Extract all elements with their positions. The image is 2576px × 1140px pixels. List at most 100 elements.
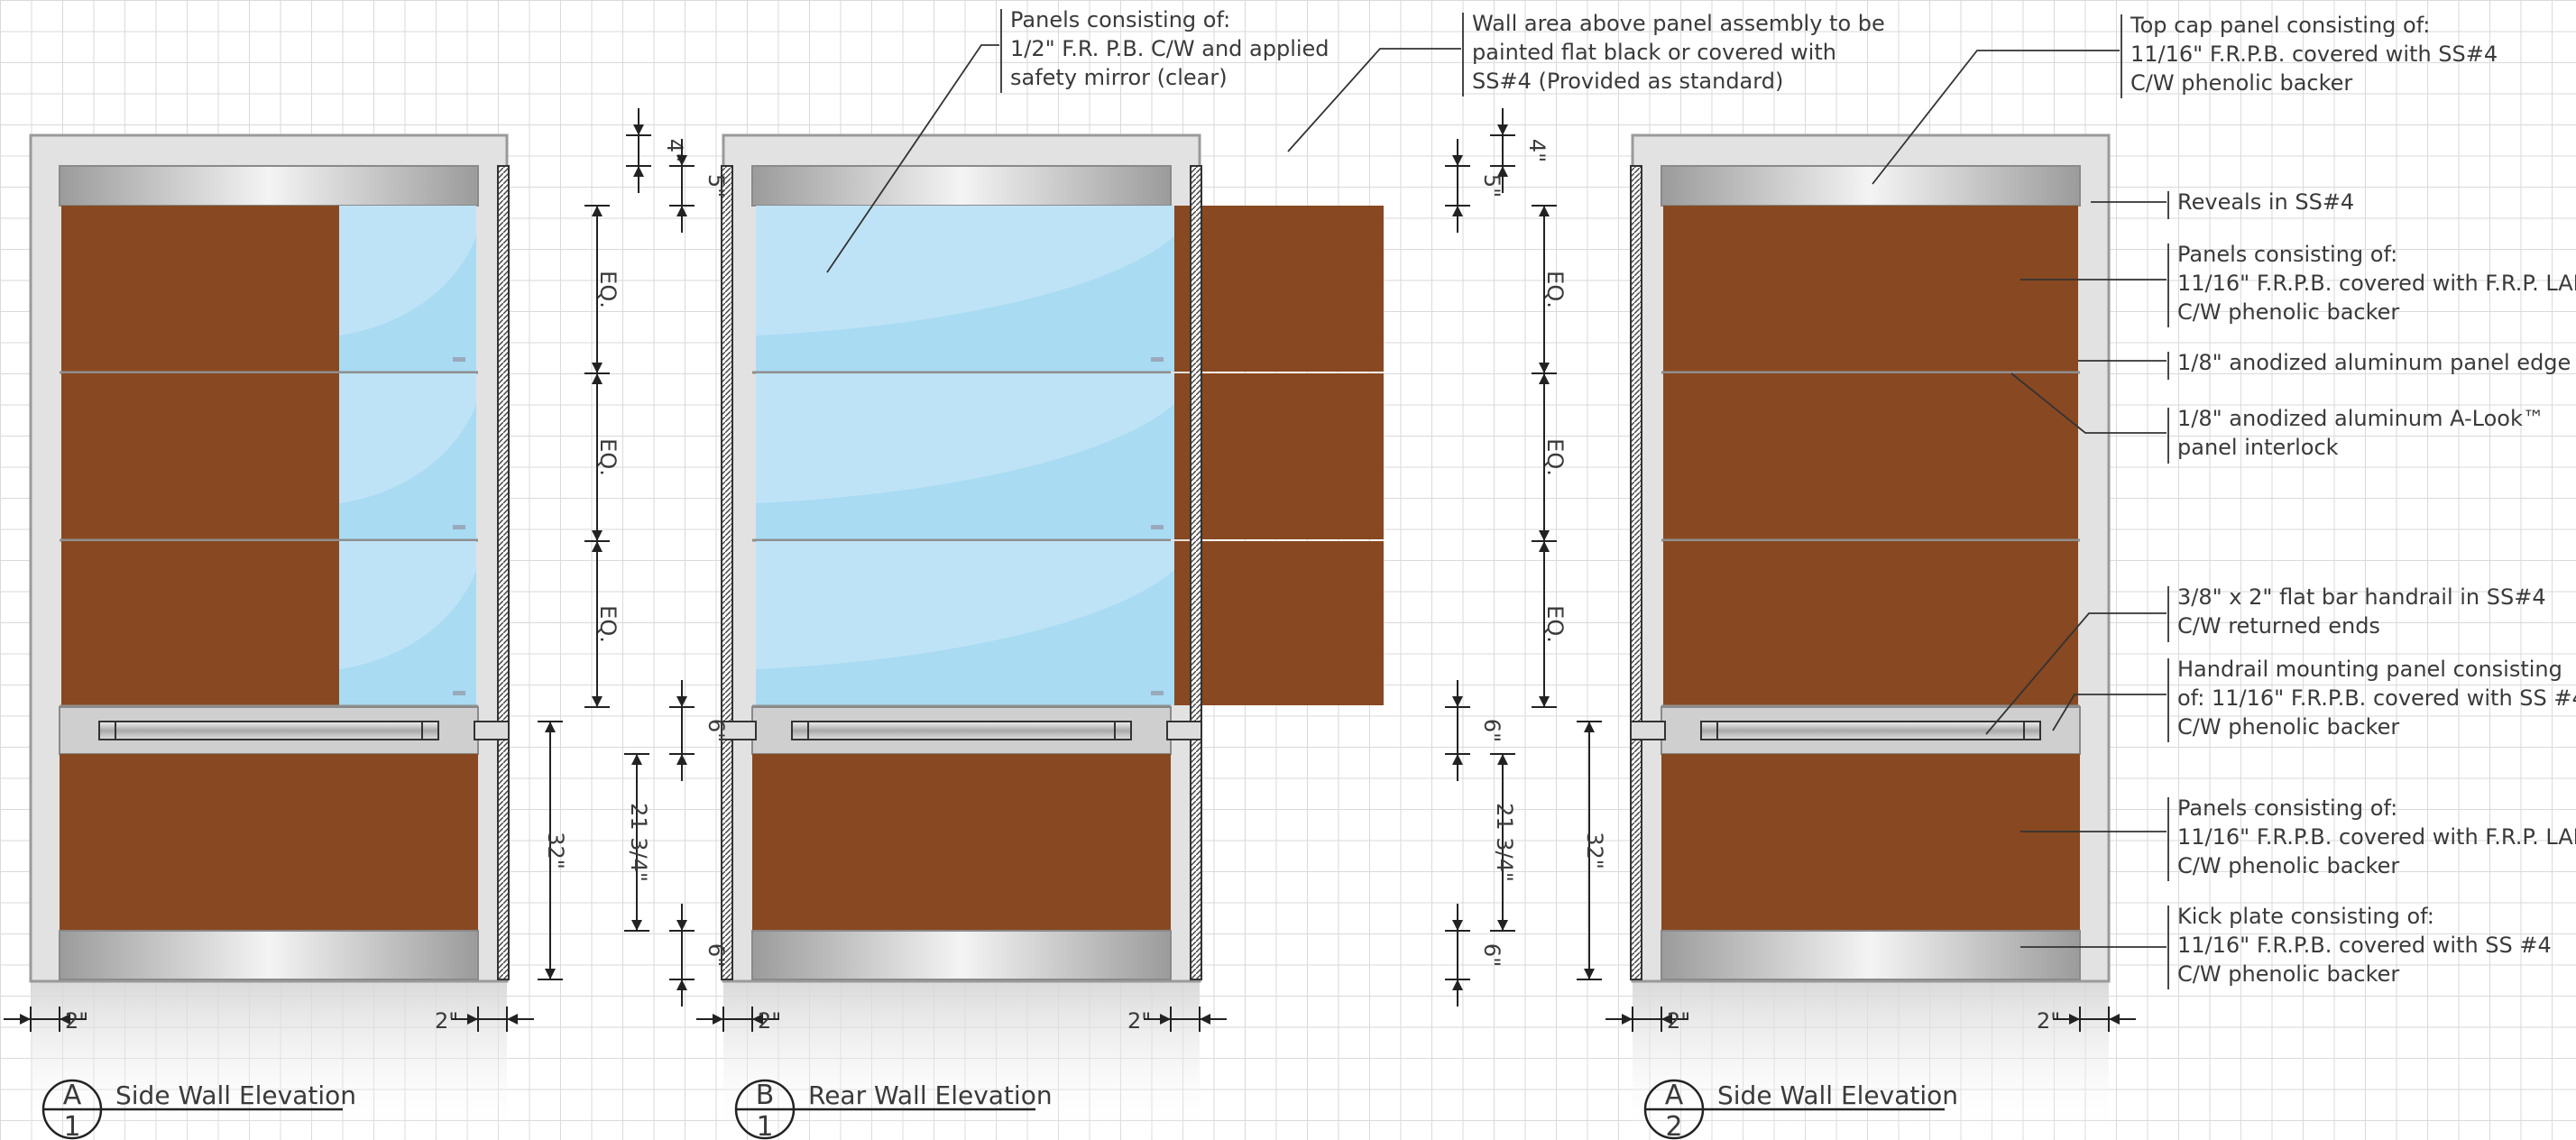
dim-rail-32: 32"	[538, 721, 568, 980]
eq-dimension: EQ.	[1532, 540, 1568, 708]
dim-lower-21: 21 3/4"	[624, 753, 651, 932]
callout-text: of: 11/16" F.R.P.B. covered with SS #4	[2177, 685, 2576, 711]
callout-reveals: Reveals in SS#4	[2091, 189, 2354, 219]
kick-plate	[1661, 930, 2081, 980]
elevation-title: Rear Wall Elevation	[808, 1080, 1053, 1110]
elevation-tag-letter: A	[1665, 1080, 1684, 1111]
dimension-arrow	[592, 541, 603, 552]
dimension-arrow	[676, 696, 687, 707]
dimension-arrow	[1539, 373, 1550, 384]
dimension-arrow	[1497, 920, 1508, 931]
floor-shadow	[31, 979, 507, 1140]
mirror-mark	[453, 691, 465, 695]
callout-kick-plate: Kick plate consisting of: 11/16" F.R.P.B.…	[2020, 904, 2552, 989]
dimension-arrow	[1452, 920, 1463, 931]
wood-panel	[1663, 373, 2078, 539]
dimension-arrow	[1584, 722, 1595, 732]
dim-left-2: 2"	[1605, 1007, 1690, 1034]
dimension-label: 2"	[2037, 1008, 2060, 1034]
wall-section-hatch	[1190, 165, 1202, 980]
dimension-label: 32"	[543, 832, 568, 869]
callout-text: Panels consisting of:	[2177, 795, 2397, 821]
dimension-label: 6"	[704, 719, 729, 742]
dimension-arrow	[676, 754, 687, 765]
dimension-arrow	[676, 920, 687, 931]
lower-wood-panel	[60, 754, 478, 931]
elevation-tag-number: 2	[1665, 1111, 1682, 1140]
callout-text: C/W phenolic backer	[2177, 714, 2399, 740]
callout-wall-above: Wall area above panel assembly to be pain…	[1287, 11, 1885, 152]
dimension-arrow	[1452, 754, 1463, 765]
dimension-arrow	[545, 722, 556, 732]
wood-panel	[1663, 206, 2078, 372]
callout-text: Panels consisting of:	[1010, 7, 1230, 32]
callout-text: 1/2" F.R. P.B. C/W and applied	[1010, 36, 1329, 61]
mirror-reflection	[756, 404, 1174, 539]
callout-text: 1/8" anodized aluminum panel edge	[2177, 350, 2571, 375]
dimension-arrow	[631, 920, 642, 931]
mirror-reflection	[339, 570, 476, 705]
kick-plate	[59, 930, 479, 980]
callout-text: painted flat black or covered with	[1472, 40, 1836, 65]
dimension-label: EQ.	[1542, 605, 1568, 643]
dimension-arrow	[592, 530, 603, 541]
callout-text: 1/8" anodized aluminum A-Look™	[2177, 406, 2544, 431]
leader-line	[1287, 48, 1461, 152]
dimension-arrow	[713, 1014, 723, 1025]
dim-cap-5: 5"	[1445, 139, 1504, 233]
leader-line	[1985, 612, 2167, 735]
dim-right-2: 2"	[2037, 1007, 2136, 1034]
dimension-label: 6"	[1479, 719, 1504, 742]
dim-lower-21: 21 3/4"	[1490, 753, 1517, 932]
mirror-reflection	[756, 236, 1174, 372]
dimension-arrow	[2069, 1014, 2080, 1025]
dimension-arrow	[1452, 979, 1463, 990]
dimension-arrow	[60, 1014, 70, 1025]
kick-plate	[751, 930, 1172, 980]
dimension-arrow	[1622, 1014, 1633, 1025]
dimension-label: 4"	[1524, 139, 1550, 162]
dim-left-2: 2"	[4, 1007, 88, 1034]
mirror-mark	[453, 357, 465, 362]
callout-text: 11/16" F.R.P.B. covered with SS#4	[2130, 41, 2498, 67]
dimension-arrow	[631, 754, 642, 765]
callout-text: 11/16" F.R.P.B. covered with SS #4	[2177, 933, 2552, 958]
elevation-3	[1630, 133, 2111, 1140]
dimension-arrow	[592, 696, 603, 707]
wood-panel	[61, 373, 339, 539]
lower-wood-panel	[1661, 754, 2080, 931]
callout-text: 3/8" x 2" flat bar handrail in SS#4	[2177, 584, 2546, 610]
elevation-1	[29, 133, 510, 1140]
callout-text: C/W phenolic backer	[2177, 961, 2399, 987]
handrail	[791, 721, 1132, 740]
dimension-arrow	[1539, 206, 1550, 216]
dimension-arrow	[676, 155, 687, 166]
wood-panel	[61, 541, 339, 705]
callout-text: Reveals in SS#4	[2177, 189, 2354, 215]
dimension-arrow	[1452, 206, 1463, 216]
dimension-arrow	[633, 166, 644, 177]
callout-text: C/W phenolic backer	[2177, 299, 2399, 325]
mirror-mark	[1151, 357, 1164, 362]
dim-top-4: 4"	[1490, 108, 1550, 193]
callout-text: C/W returned ends	[2177, 613, 2380, 639]
dimension-arrow	[633, 124, 644, 135]
callout-text: C/W phenolic backer	[2130, 70, 2352, 96]
elevation-title-block: A1 Side Wall Elevation	[41, 1079, 356, 1140]
dimension-label: 21 3/4"	[1492, 803, 1517, 882]
dimension-label: 2"	[435, 1008, 458, 1034]
dim-cap-5: 5"	[669, 139, 729, 233]
dim-right-2: 2"	[1127, 1007, 1227, 1034]
handrail	[1700, 721, 2041, 740]
mirror-reflection	[339, 236, 476, 372]
callout-mirror-panels: Panels consisting of: 1/2" F.R. P.B. C/W …	[826, 7, 1329, 273]
dimension-label: 32"	[1582, 832, 1607, 869]
wall-section-hatch	[497, 165, 510, 980]
mirror-mark	[453, 525, 465, 529]
dimension-arrow	[507, 1014, 518, 1025]
dimension-label: 6"	[1479, 943, 1504, 967]
dim-right-2: 2"	[435, 1007, 534, 1034]
dim-rail-6: 6"	[1445, 680, 1504, 781]
dimension-label: 5"	[704, 174, 729, 198]
